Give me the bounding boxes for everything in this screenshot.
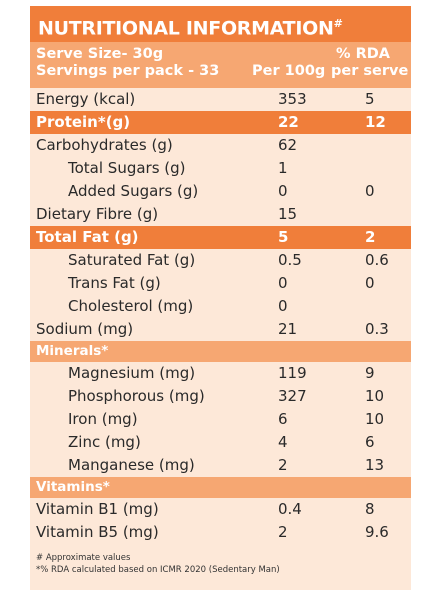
rda-value: 2	[365, 228, 376, 246]
rda-header-line2: per serve	[331, 63, 409, 79]
per100-value: 0	[278, 274, 288, 292]
title-mark: #	[333, 17, 343, 30]
minerals-label: Minerals*	[36, 343, 109, 359]
servings-per-pack: Servings per pack - 33	[36, 63, 220, 79]
per100-value: 21	[278, 320, 298, 338]
nutrient-name: Protein*(g)	[36, 113, 131, 131]
per100-value: 4	[278, 433, 288, 451]
nutrient-name: Cholesterol (mg)	[68, 297, 194, 315]
nutrient-name: Zinc (mg)	[68, 433, 141, 451]
rda-value: 10	[365, 387, 385, 405]
serve-size: Serve Size- 30g	[36, 46, 164, 62]
rda-value: 5	[365, 90, 375, 108]
nutrient-name: Magnesium (mg)	[68, 364, 196, 382]
nutrient-row: Trans Fat (g) 0 0	[30, 272, 411, 295]
rda-value: 8	[365, 500, 375, 518]
nutrient-row: Protein*(g) 22 12	[30, 111, 411, 134]
rda-value: 13	[365, 456, 385, 474]
rda-value: 12	[365, 113, 386, 131]
nutrient-name: Vitamin B5 (mg)	[36, 523, 159, 541]
nutrient-name: Total Fat (g)	[36, 228, 139, 246]
nutrient-row: Total Sugars (g) 1	[30, 157, 411, 180]
nutrient-name: Phosphorous (mg)	[68, 387, 205, 405]
per100-value: 0	[278, 182, 288, 200]
mineral-rows: Magnesium (mg) 119 9 Phosphorous (mg) 327 10 I…	[30, 362, 411, 477]
nutrient-row: Sodium (mg) 21 0.3	[30, 318, 411, 341]
rda-value: 0	[365, 182, 375, 200]
per100-value: 15	[278, 205, 298, 223]
per100-value: 1	[278, 159, 288, 177]
nutrient-name: Vitamin B1 (mg)	[36, 500, 159, 518]
nutrition-panel: NUTRITIONAL INFORMATION# Serve Size- 30g…	[30, 6, 411, 590]
nutrient-row: Vitamin B5 (mg) 2 9.6	[30, 521, 411, 544]
footnote-approx: # Approximate values	[36, 553, 131, 563]
nutrient-row: Saturated Fat (g) 0.5 0.6	[30, 249, 411, 272]
nutrient-name: Trans Fat (g)	[68, 274, 161, 292]
title-text: NUTRITIONAL INFORMATION	[38, 17, 334, 40]
nutrient-name: Dietary Fibre (g)	[36, 205, 159, 223]
nutrient-name: Added Sugars (g)	[68, 182, 199, 200]
per100-value: 0	[278, 297, 288, 315]
vitamins-label: Vitamins*	[36, 479, 110, 495]
nutrient-name: Saturated Fat (g)	[68, 251, 196, 269]
nutrient-row: Carbohydrates (g) 62	[30, 134, 411, 157]
nutrient-row: Dietary Fibre (g) 15	[30, 203, 411, 226]
rda-value: 10	[365, 410, 385, 428]
rda-value: 0	[365, 274, 375, 292]
nutrient-name: Energy (kcal)	[36, 90, 136, 108]
per100-value: 2	[278, 456, 288, 474]
rda-value: 0.6	[365, 251, 389, 269]
nutrient-row: Zinc (mg) 4 6	[30, 431, 411, 454]
nutrient-row: Added Sugars (g) 0 0	[30, 180, 411, 203]
nutrient-row: Energy (kcal) 353 5	[30, 88, 411, 111]
rda-value: 6	[365, 433, 375, 451]
nutrient-row: Cholesterol (mg) 0	[30, 295, 411, 318]
nutrient-row: Total Fat (g) 5 2	[30, 226, 411, 249]
nutrient-row: Manganese (mg) 2 13	[30, 454, 411, 477]
nutrient-row: Iron (mg) 6 10	[30, 408, 411, 431]
nutrient-row: Phosphorous (mg) 327 10	[30, 385, 411, 408]
nutrient-rows: Energy (kcal) 353 5 Protein*(g) 22 12 Carbohyd…	[30, 88, 411, 341]
panel-title: NUTRITIONAL INFORMATION#	[30, 6, 411, 42]
per100-header: Per 100g	[252, 63, 326, 79]
minerals-section-header: Minerals*	[30, 341, 411, 362]
per100-value: 22	[278, 113, 299, 131]
rda-value: 9	[365, 364, 375, 382]
per100-value: 0.5	[278, 251, 302, 269]
nutrient-name: Sodium (mg)	[36, 320, 134, 338]
per100-value: 327	[278, 387, 307, 405]
nutrient-row: Magnesium (mg) 119 9	[30, 362, 411, 385]
nutrient-name: Carbohydrates (g)	[36, 136, 173, 154]
rda-value: 9.6	[365, 523, 389, 541]
nutrient-name: Iron (mg)	[68, 410, 138, 428]
per100-value: 5	[278, 228, 289, 246]
nutrient-name: Total Sugars (g)	[68, 159, 186, 177]
per100-value: 6	[278, 410, 288, 428]
per100-value: 353	[278, 90, 307, 108]
table-header: Serve Size- 30g Servings per pack - 33 P…	[30, 42, 411, 88]
rda-value: 0.3	[365, 320, 389, 338]
per100-value: 2	[278, 523, 288, 541]
rda-header-line1: % RDA	[336, 46, 390, 62]
per100-value: 62	[278, 136, 298, 154]
vitamin-rows: Vitamin B1 (mg) 0.4 8 Vitamin B5 (mg) 2 9.6	[30, 498, 411, 544]
footnotes: # Approximate values *% RDA calculated b…	[30, 544, 411, 576]
per100-value: 119	[278, 364, 307, 382]
vitamins-section-header: Vitamins*	[30, 477, 411, 498]
footnote-rda: *% RDA calculated based on ICMR 2020 (Se…	[36, 565, 280, 575]
nutrient-name: Manganese (mg)	[68, 456, 195, 474]
per100-value: 0.4	[278, 500, 302, 518]
nutrient-row: Vitamin B1 (mg) 0.4 8	[30, 498, 411, 521]
